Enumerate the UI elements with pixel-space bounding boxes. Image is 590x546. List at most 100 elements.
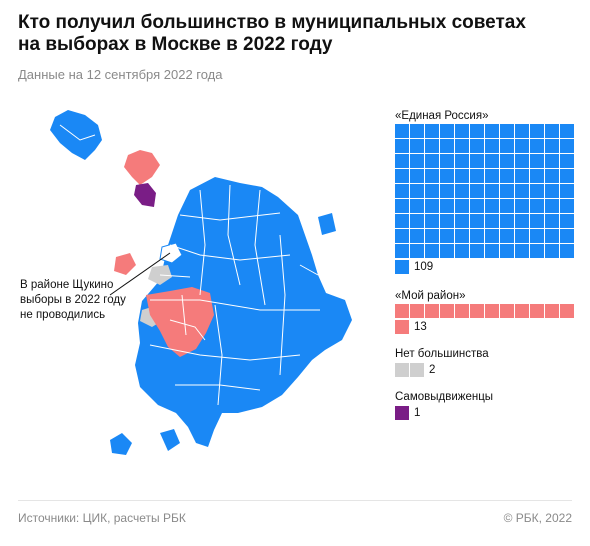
legend-unit-square: [485, 199, 499, 213]
legend-unit-square: [515, 184, 529, 198]
legend-unit-square: [455, 154, 469, 168]
legend-unit-square: [500, 154, 514, 168]
south-exclave: [110, 433, 132, 455]
legend-unit-square: [470, 139, 484, 153]
chart-subtitle: Данные на 12 сентября 2022 года: [18, 67, 223, 82]
legend-unit-square: [560, 139, 574, 153]
legend-unit-square: [530, 199, 544, 213]
shchukino-annotation: В районе Щукино выборы в 2022 году не пр…: [20, 279, 126, 321]
legend-unit-square: [425, 199, 439, 213]
legend-unit-square: [455, 169, 469, 183]
legend-group-label: Нет большинства: [395, 348, 489, 360]
legend-unit-square: [485, 244, 499, 258]
legend-unit-square: [410, 124, 424, 138]
legend-unit-square: [440, 214, 454, 228]
legend-unit-square: [500, 214, 514, 228]
legend-unit-square: [395, 169, 409, 183]
legend-unit-grid: [395, 304, 575, 319]
moscow-districts-map: [50, 110, 352, 455]
legend-unit-square: [410, 363, 424, 377]
legend-unit-square: [395, 320, 409, 334]
legend-unit-square: [500, 244, 514, 258]
southwest-exclave: [160, 429, 180, 451]
self-nominated-district: [134, 183, 156, 207]
legend-unit-square: [410, 184, 424, 198]
legend-unit-square: [530, 214, 544, 228]
legend-unit-square: [470, 154, 484, 168]
legend-count: 13: [414, 321, 427, 333]
legend-unit-square: [455, 199, 469, 213]
legend-unit-square: [545, 154, 559, 168]
legend-unit-square: [500, 124, 514, 138]
legend-count: 1: [414, 407, 421, 419]
legend-unit-square: [440, 124, 454, 138]
legend-unit-grid: [395, 124, 575, 259]
legend-group-label: «Мой район»: [395, 290, 466, 302]
legend-unit-square: [395, 229, 409, 243]
legend-unit-square: [440, 304, 454, 318]
legend-unit-square: [395, 199, 409, 213]
legend-unit-square: [470, 214, 484, 228]
legend-group-label: «Единая Россия»: [395, 110, 489, 122]
legend-unit-square: [470, 184, 484, 198]
legend-unit-square: [470, 244, 484, 258]
legend-group: «Единая Россия» 109: [395, 108, 575, 274]
legend-unit-square: [470, 304, 484, 318]
legend-unit-square: [485, 184, 499, 198]
legend-unit-square: [530, 139, 544, 153]
legend-unit-square: [560, 169, 574, 183]
legend-unit-square: [425, 184, 439, 198]
legend-unit-square: [455, 124, 469, 138]
legend-unit-square: [515, 304, 529, 318]
legend-unit-square: [545, 214, 559, 228]
legend-unit-square: [560, 244, 574, 258]
legend-unit-square: [515, 139, 529, 153]
legend-unit-square: [485, 139, 499, 153]
legend-unit-square: [395, 260, 409, 274]
legend-count: 109: [414, 261, 434, 273]
legend-unit-square: [545, 244, 559, 258]
legend-unit-square: [410, 229, 424, 243]
legend-unit-square: [425, 229, 439, 243]
legend-unit-square: [545, 229, 559, 243]
legend-unit-square: [560, 184, 574, 198]
legend-unit-square: [425, 304, 439, 318]
legend: «Единая Россия» 109 «Мой район» 13 Нет больш…: [395, 108, 575, 432]
zelenograd-exclave: [50, 110, 102, 160]
legend-unit-square: [545, 199, 559, 213]
legend-unit-square: [440, 229, 454, 243]
legend-unit-square: [500, 169, 514, 183]
legend-unit-square: [395, 214, 409, 228]
legend-unit-square: [545, 139, 559, 153]
legend-unit-square: [500, 184, 514, 198]
legend-unit-square: [500, 139, 514, 153]
legend-unit-square: [515, 214, 529, 228]
legend-unit-square: [530, 154, 544, 168]
legend-unit-square: [395, 154, 409, 168]
copyright: © РБК, 2022: [503, 511, 572, 525]
legend-unit-square: [455, 229, 469, 243]
legend-unit-square: [500, 199, 514, 213]
legend-unit-square: [440, 139, 454, 153]
legend-unit-square: [500, 304, 514, 318]
legend-unit-square: [410, 244, 424, 258]
legend-unit-square: [530, 244, 544, 258]
shchukino-district: [159, 242, 183, 264]
legend-unit-square: [530, 229, 544, 243]
legend-unit-square: [560, 229, 574, 243]
legend-unit-square: [440, 154, 454, 168]
legend-unit-square: [530, 184, 544, 198]
legend-group: Нет большинства 2: [395, 346, 575, 377]
legend-unit-square: [515, 169, 529, 183]
legend-unit-square: [395, 363, 409, 377]
legend-unit-square: [395, 244, 409, 258]
legend-unit-square: [470, 199, 484, 213]
legend-group: Самовыдвиженцы 1: [395, 389, 575, 420]
legend-unit-square: [530, 169, 544, 183]
legend-unit-square: [410, 169, 424, 183]
legend-unit-square: [455, 304, 469, 318]
legend-unit-square: [560, 199, 574, 213]
legend-unit-square: [515, 229, 529, 243]
legend-unit-square: [425, 154, 439, 168]
legend-unit-square: [440, 184, 454, 198]
